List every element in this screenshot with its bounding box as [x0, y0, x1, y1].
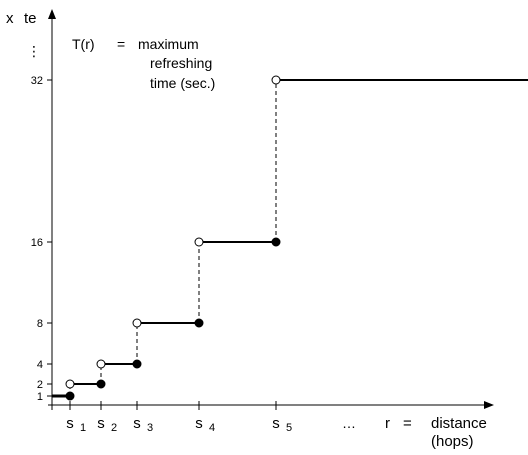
open-marker-4	[96, 359, 106, 369]
x-tick-label-s2: s	[97, 415, 105, 432]
y-tick-label-32: 32	[31, 75, 43, 87]
y-tick-label-8: 8	[37, 318, 43, 330]
open-marker-32	[271, 75, 281, 85]
x-tick-sub-s5: 5	[286, 422, 292, 434]
y-axis-arrow	[48, 9, 56, 19]
x-tick-sub-s2: 2	[111, 422, 117, 434]
x-axis-label-lhs: r	[385, 415, 390, 432]
x-axis-arrow	[484, 401, 494, 409]
x-tick-label-s3: s	[133, 415, 141, 432]
y-axis-label-x: x	[6, 10, 14, 27]
open-marker-2	[65, 379, 75, 389]
x-tick-sub-s3: 3	[147, 422, 153, 434]
y-axis-label-te: te	[24, 10, 37, 27]
x-axis-label-unit: (hops)	[431, 433, 474, 450]
closed-marker-4	[132, 359, 142, 369]
x-axis-ellipsis: …	[342, 415, 356, 431]
annotation-eq: =	[117, 36, 125, 52]
x-tick-label-s5: s	[272, 415, 280, 432]
annotation-line-3: time (sec.)	[150, 75, 215, 91]
closed-marker-2	[96, 379, 106, 389]
y-axis-ellipsis: ⋮	[27, 43, 41, 59]
y-tick-label-2: 2	[37, 379, 43, 391]
x-tick-sub-s4: 4	[209, 422, 215, 434]
open-marker-8	[132, 318, 142, 328]
x-axis-label-eq: =	[403, 415, 412, 432]
y-tick-label-1: 1	[37, 391, 43, 403]
y-tick-label-4: 4	[37, 359, 43, 371]
closed-marker-16	[271, 237, 281, 247]
closed-marker-8	[194, 318, 204, 328]
x-axis-label-rhs: distance	[431, 415, 487, 432]
annotation-line-1: maximum	[138, 36, 199, 52]
open-marker-16	[194, 237, 204, 247]
x-tick-label-s1: s	[66, 415, 74, 432]
x-tick-sub-s1: 1	[80, 422, 86, 434]
annotation-lhs: T(r)	[72, 36, 95, 52]
x-tick-label-s4: s	[195, 415, 203, 432]
annotation-line-2: refreshing	[150, 55, 212, 71]
closed-marker-1	[65, 391, 75, 401]
y-tick-label-16: 16	[31, 237, 43, 249]
